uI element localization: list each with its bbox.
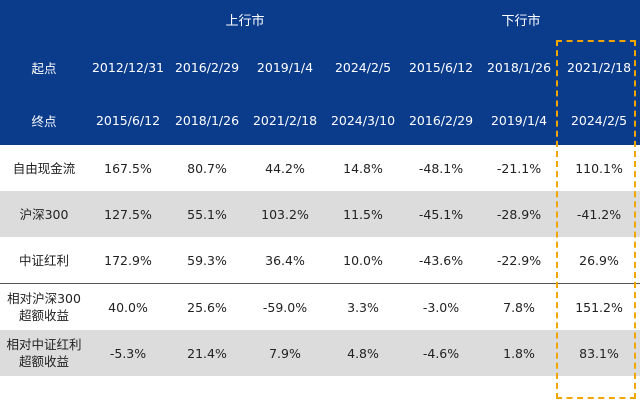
table-row: 中证红利 172.9% 59.3% 36.4% 10.0% -43.6% -22… (0, 237, 640, 284)
table-cell: 11.5% (324, 191, 403, 237)
start-date: 2012/12/31 (88, 39, 168, 95)
table-cell: 44.2% (246, 145, 324, 191)
table-cell: 167.5% (88, 145, 168, 191)
end-date: 2015/6/12 (88, 95, 168, 145)
header-corner (0, 0, 88, 39)
table-cell: -45.1% (402, 191, 481, 237)
table-cell: 14.8% (324, 145, 403, 191)
start-date: 2016/2/29 (168, 39, 246, 95)
table-row: 相对中证红利 超额收益 -5.3% 21.4% 7.9% 4.8% -4.6% 1… (0, 330, 640, 376)
table-cell: -22.9% (480, 237, 559, 284)
table-cell: 1.8% (480, 330, 559, 376)
table-cell: 80.7% (168, 145, 246, 191)
row-label-line: 相对中证红利 (6, 337, 82, 352)
start-date: 2024/2/5 (324, 39, 403, 95)
row-label-line: 中证红利 (18, 252, 69, 268)
end-label: 终点 (0, 95, 88, 145)
group-down-label: 下行市 (402, 0, 640, 39)
table-cell: -41.2% (558, 191, 640, 237)
end-date: 2024/2/5 (558, 95, 640, 145)
table-cell: 7.9% (246, 330, 324, 376)
end-date: 2018/1/26 (168, 95, 246, 145)
row-label-line: 超额收益 (18, 354, 69, 369)
start-date: 2019/1/4 (246, 39, 324, 95)
row-label-line: 相对沪深300 (7, 291, 81, 306)
table-cell: 40.0% (88, 283, 168, 330)
table-cell: -5.3% (88, 330, 168, 376)
table-cell: 7.8% (480, 283, 559, 330)
table-cell: 172.9% (88, 237, 168, 284)
table-cell: -3.0% (402, 283, 481, 330)
end-date-row: 终点 2015/6/12 2018/1/26 2021/2/18 2024/3/… (0, 95, 640, 145)
table-cell: 36.4% (246, 237, 324, 284)
table-cell: -21.1% (480, 145, 559, 191)
table-cell: 55.1% (168, 191, 246, 237)
start-date: 2018/1/26 (480, 39, 559, 95)
table-cell: 10.0% (324, 237, 403, 284)
table-row: 自由现金流 167.5% 80.7% 44.2% 14.8% -48.1% -2… (0, 145, 640, 191)
group-up-label: 上行市 (88, 0, 403, 39)
table-cell: 25.6% (168, 283, 246, 330)
table-cell: 59.3% (168, 237, 246, 284)
table-cell: 110.1% (558, 145, 640, 191)
row-label: 相对沪深300 超额收益 (0, 283, 88, 330)
table-cell: 103.2% (246, 191, 324, 237)
end-date: 2016/2/29 (402, 95, 481, 145)
table-row: 沪深300 127.5% 55.1% 103.2% 11.5% -45.1% -… (0, 191, 640, 237)
row-label: 沪深300 (0, 191, 88, 237)
row-label-line: 自由现金流 (12, 160, 76, 176)
end-date: 2021/2/18 (246, 95, 324, 145)
start-date-row: 起点 2012/12/31 2016/2/29 2019/1/4 2024/2/… (0, 39, 640, 95)
row-label-line: 沪深300 (19, 206, 69, 222)
table-cell: 4.8% (324, 330, 403, 376)
start-label: 起点 (0, 39, 88, 95)
table-cell: 3.3% (324, 283, 403, 330)
table-cell: 21.4% (168, 330, 246, 376)
table-cell: -48.1% (402, 145, 481, 191)
end-date: 2024/3/10 (324, 95, 403, 145)
table-cell: 127.5% (88, 191, 168, 237)
start-date: 2021/2/18 (558, 39, 640, 95)
table-cell: -4.6% (402, 330, 481, 376)
row-label-line: 超额收益 (18, 308, 69, 323)
table-cell: 83.1% (558, 330, 640, 376)
returns-table: 上行市 下行市 起点 2012/12/31 2016/2/29 2019/1/4… (0, 0, 640, 376)
header-group-row: 上行市 下行市 (0, 0, 640, 39)
table-cell: -43.6% (402, 237, 481, 284)
start-date: 2015/6/12 (402, 39, 481, 95)
end-date: 2019/1/4 (480, 95, 559, 145)
row-label: 自由现金流 (0, 145, 88, 191)
table-cell: -59.0% (246, 283, 324, 330)
row-label: 相对中证红利 超额收益 (0, 330, 88, 376)
table-cell: 151.2% (558, 283, 640, 330)
table-row: 相对沪深300 超额收益 40.0% 25.6% -59.0% 3.3% -3.0… (0, 283, 640, 330)
table-cell: 26.9% (558, 237, 640, 284)
table-cell: -28.9% (480, 191, 559, 237)
row-label: 中证红利 (0, 237, 88, 284)
